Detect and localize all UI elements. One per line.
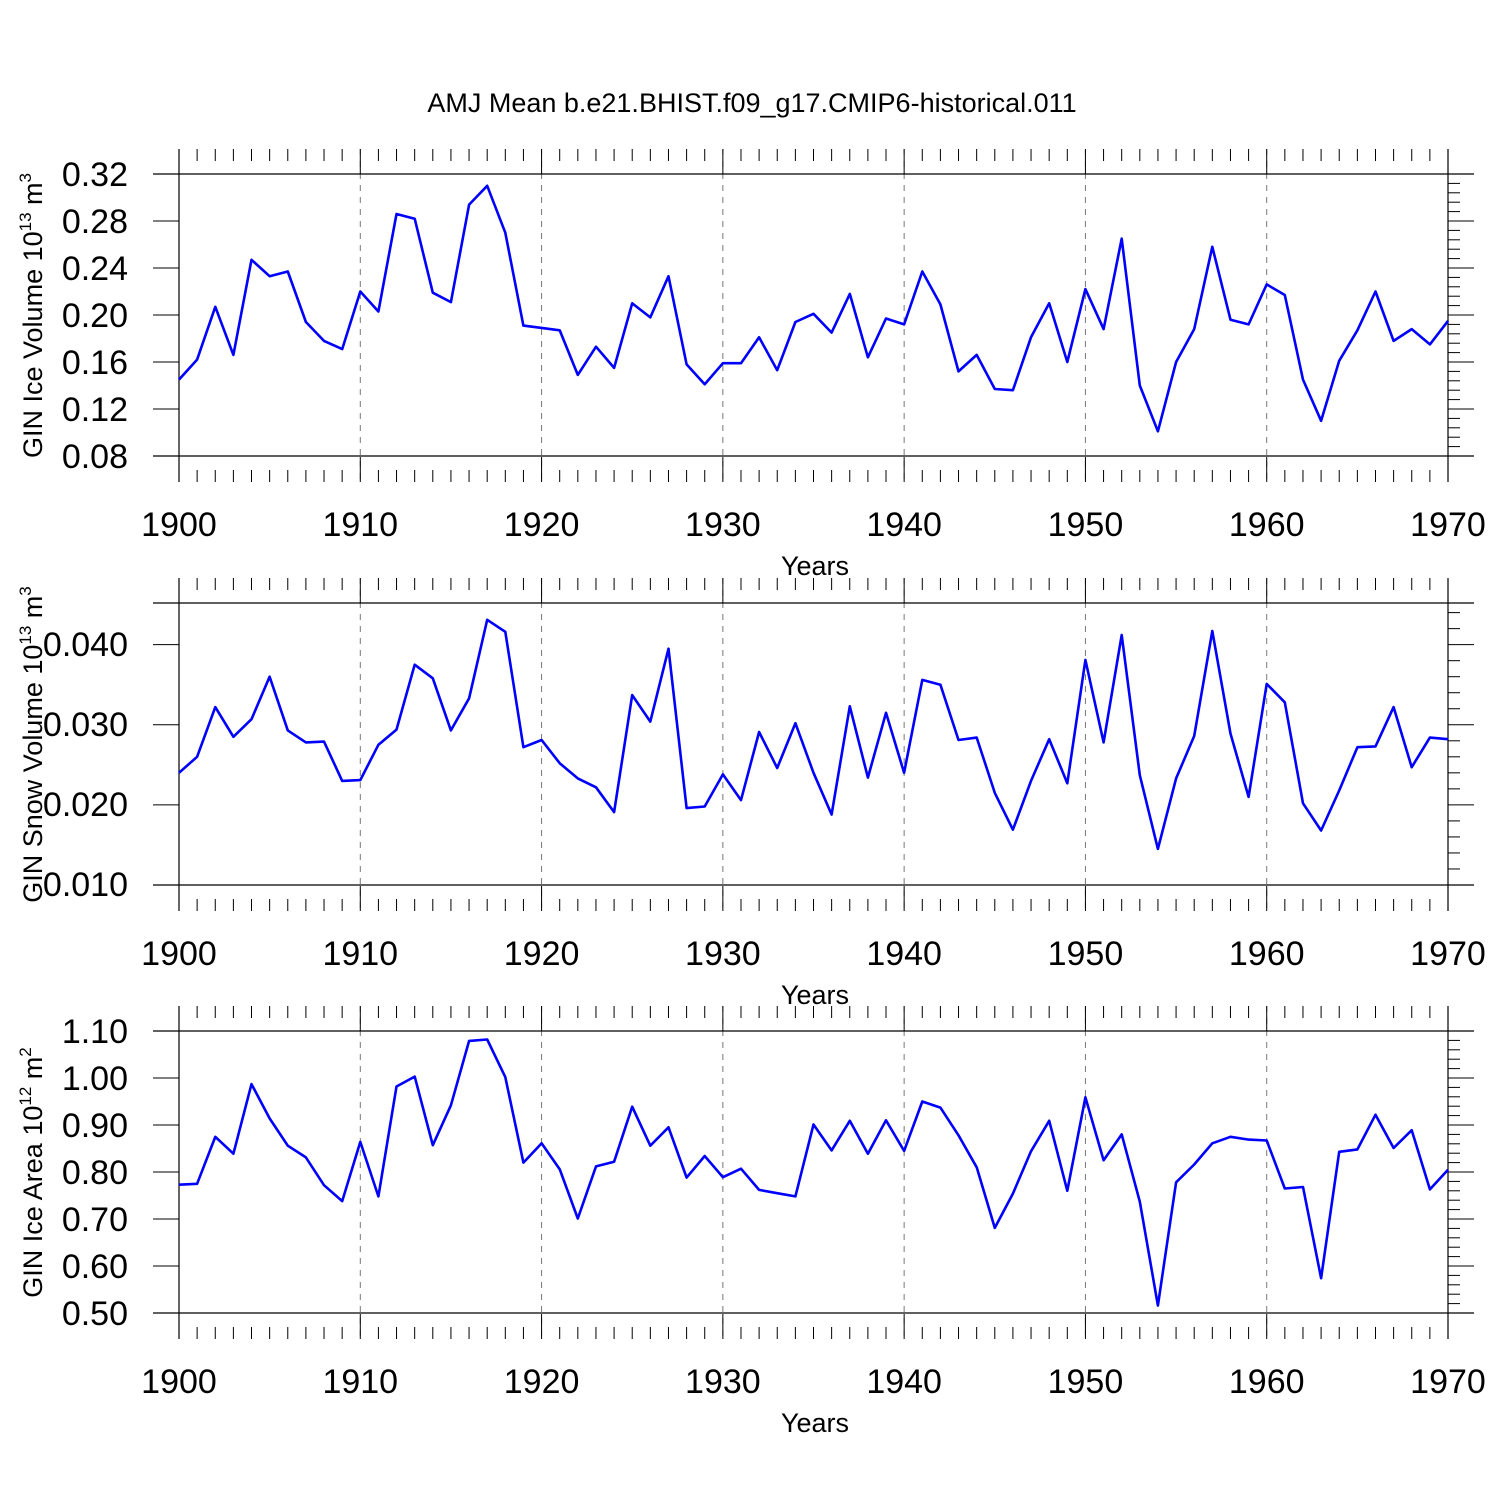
x-tick-label: 1940	[866, 935, 942, 973]
x-tick-label: 1930	[685, 935, 761, 973]
panel-ice-volume-frame	[179, 149, 1474, 482]
snow-volume-ylabel-exp: 13	[16, 626, 35, 645]
ice-volume-line	[178, 184, 1450, 433]
ice-area-ylabel-main: GIN Ice Area 10	[18, 1106, 48, 1298]
y-tick-label: 0.030	[43, 706, 128, 744]
x-tick-label: 1950	[1048, 935, 1124, 973]
y-tick-label: 0.020	[43, 786, 128, 824]
panel-ice-volume-xtick-labels: 1900 1910 1920 1930 1940 1950 1960 1970	[141, 506, 1486, 544]
figure-title: AMJ Mean b.e21.BHIST.f09_g17.CMIP6-histo…	[427, 88, 1076, 118]
y-tick-label: 0.24	[62, 250, 128, 288]
x-tick-label: 1970	[1410, 506, 1486, 544]
panel-snow-volume-frame	[179, 578, 1474, 911]
x-tick-label: 1900	[141, 935, 217, 973]
panel-snow-volume-grid	[359, 578, 1268, 911]
x-tick-label: 1960	[1229, 935, 1305, 973]
x-tick-label: 1950	[1048, 1363, 1124, 1401]
panel-ice-area-grid	[359, 1006, 1268, 1339]
ice-volume-ylabel-main: GIN Ice Volume 10	[18, 231, 48, 458]
x-tick-label: 1920	[504, 935, 580, 973]
panel-ice-area-ticks	[153, 1006, 1474, 1339]
ice-volume-ylabel-unit: m	[18, 182, 48, 212]
y-tick-label: 0.80	[62, 1154, 128, 1192]
x-tick-label: 1960	[1229, 1363, 1305, 1401]
x-tick-label: 1920	[504, 1363, 580, 1401]
x-tick-label: 1940	[866, 506, 942, 544]
ice-area-ylabel-unit: m	[18, 1057, 48, 1087]
y-tick-label: 0.040	[43, 626, 128, 664]
y-tick-label: 1.10	[62, 1013, 128, 1051]
panel-ice-volume-ylabel: GIN Ice Volume 1013 m3	[16, 173, 48, 458]
y-tick-label: 0.08	[62, 438, 128, 476]
panel-ice-area-xlabel: Years	[781, 1408, 849, 1438]
x-tick-label: 1940	[866, 1363, 942, 1401]
ice-volume-ylabel-unit-exp: 3	[16, 173, 35, 182]
y-tick-label: 1.00	[62, 1060, 128, 1098]
x-tick-label: 1930	[685, 506, 761, 544]
y-tick-label: 0.50	[62, 1295, 128, 1333]
ice-volume-ylabel-exp: 13	[16, 212, 35, 231]
panel-snow-volume-xtick-labels: 1900 1910 1920 1930 1940 1950 1960 1970	[141, 935, 1486, 973]
x-tick-label: 1970	[1410, 935, 1486, 973]
x-tick-label: 1910	[322, 935, 398, 973]
snow-volume-ylabel-unit-exp: 3	[16, 586, 35, 595]
snow-volume-ylabel-main: GIN Snow Volume 10	[18, 645, 48, 903]
panel-snow-volume-ticks	[153, 578, 1474, 911]
panel-ice-volume-xlabel: Years	[781, 551, 849, 581]
panel-snow-volume-ytick-labels: 0.010 0.020 0.030 0.040	[43, 626, 128, 904]
snow-volume-line	[178, 618, 1449, 851]
y-tick-label: 0.12	[62, 391, 128, 429]
panel-snow-volume: 0.010 0.020 0.030 0.040 1900 1910 1920 1930 194…	[16, 578, 1486, 1010]
panel-ice-area: 0.50 0.60 0.70 0.80 0.90 1.00 1.10 1900 1910 192…	[16, 1006, 1486, 1438]
x-tick-label: 1910	[322, 506, 398, 544]
panel-ice-area-xtick-labels: 1900 1910 1920 1930 1940 1950 1960 1970	[141, 1363, 1486, 1401]
y-tick-label: 0.20	[62, 297, 128, 335]
y-tick-label: 0.010	[43, 866, 128, 904]
x-tick-label: 1970	[1410, 1363, 1486, 1401]
snow-volume-ylabel-unit: m	[18, 596, 48, 626]
x-tick-label: 1920	[504, 506, 580, 544]
y-tick-label: 0.32	[62, 156, 128, 194]
x-tick-label: 1900	[141, 506, 217, 544]
panel-ice-area-ylabel: GIN Ice Area 1012 m2	[16, 1047, 48, 1298]
y-tick-label: 0.70	[62, 1201, 128, 1239]
ice-area-line	[178, 1038, 1449, 1307]
x-tick-label: 1900	[141, 1363, 217, 1401]
y-tick-label: 0.28	[62, 203, 128, 241]
ice-area-ylabel-unit-exp: 2	[16, 1047, 35, 1056]
panel-snow-volume-ylabel: GIN Snow Volume 1013 m3	[16, 586, 48, 903]
panel-ice-volume-ticks	[153, 149, 1474, 482]
panel-ice-volume: 0.08 0.12 0.16 0.20 0.24 0.28 0.32 1900 1910 192…	[16, 149, 1486, 581]
x-tick-label: 1910	[322, 1363, 398, 1401]
y-tick-label: 0.60	[62, 1248, 128, 1286]
x-tick-label: 1960	[1229, 506, 1305, 544]
y-tick-label: 0.16	[62, 344, 128, 382]
y-tick-label: 0.90	[62, 1107, 128, 1145]
panel-ice-volume-ytick-labels: 0.08 0.12 0.16 0.20 0.24 0.28 0.32	[62, 156, 128, 476]
panel-ice-area-ytick-labels: 0.50 0.60 0.70 0.80 0.90 1.00 1.10	[62, 1013, 128, 1333]
panel-ice-volume-grid	[359, 149, 1268, 482]
ice-area-ylabel-exp: 12	[16, 1087, 35, 1106]
x-tick-label: 1950	[1048, 506, 1124, 544]
panel-snow-volume-xlabel: Years	[781, 980, 849, 1010]
x-tick-label: 1930	[685, 1363, 761, 1401]
